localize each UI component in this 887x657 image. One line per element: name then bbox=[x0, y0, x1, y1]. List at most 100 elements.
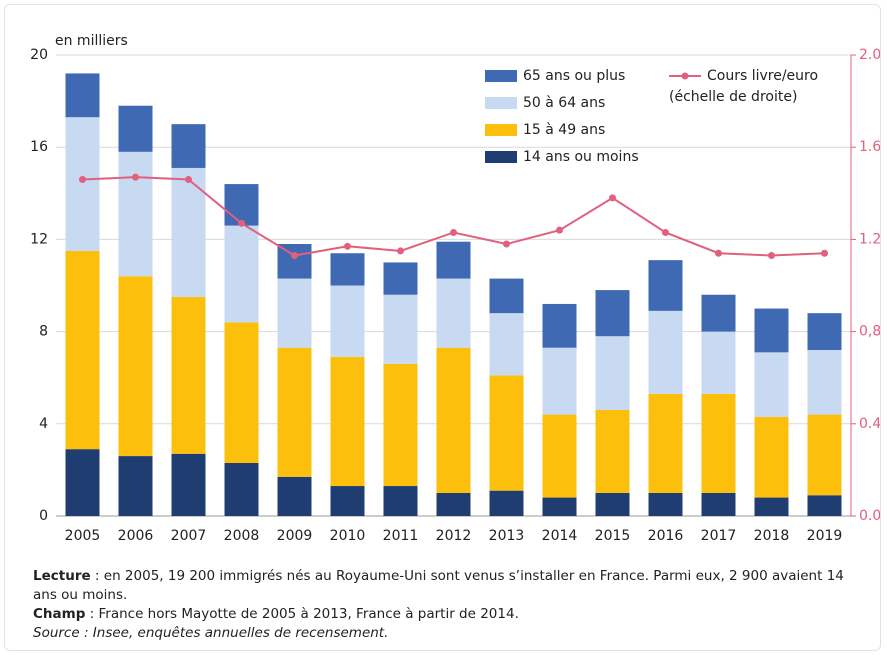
legend-label: 50 à 64 ans bbox=[523, 95, 605, 111]
bar-segment bbox=[701, 492, 736, 516]
bar-segment bbox=[595, 290, 630, 337]
y2-tick-label: 0.0 bbox=[859, 508, 881, 524]
note-text: : France hors Mayotte de 2005 à 2013, Fr… bbox=[85, 606, 519, 622]
x-tick-label: 2018 bbox=[754, 528, 790, 544]
bar-segment bbox=[330, 486, 365, 516]
line-point bbox=[291, 252, 298, 260]
bar-segment bbox=[648, 393, 683, 493]
x-tick-label: 2005 bbox=[65, 528, 101, 544]
bar-segment bbox=[542, 414, 577, 498]
line-point bbox=[238, 219, 245, 227]
legend-marker bbox=[681, 72, 689, 80]
line-point bbox=[768, 252, 775, 260]
y-tick-label: 8 bbox=[39, 324, 48, 340]
y-tick-label: 0 bbox=[39, 508, 48, 524]
bar-segment bbox=[383, 363, 418, 487]
notes: Lecture : en 2005, 19 200 immigrés nés a… bbox=[33, 567, 853, 643]
legend-swatch bbox=[485, 97, 517, 109]
y2-tick-label: 0.4 bbox=[859, 416, 881, 432]
bar-segment bbox=[595, 492, 630, 516]
bar-segment bbox=[171, 124, 206, 168]
bar-segment bbox=[224, 462, 259, 516]
bar-segment bbox=[542, 347, 577, 415]
note-label: Lecture bbox=[33, 568, 91, 584]
bar-segment bbox=[542, 497, 577, 516]
bar-segment bbox=[648, 310, 683, 394]
note-text: : en 2005, 19 200 immigrés nés au Royaum… bbox=[33, 568, 844, 603]
bar-segment bbox=[436, 241, 471, 279]
line-point bbox=[821, 249, 828, 257]
bar-segment bbox=[754, 308, 789, 353]
bar-segment bbox=[171, 453, 206, 516]
bar-segment bbox=[277, 476, 312, 516]
line-point bbox=[715, 249, 722, 257]
x-tick-label: 2010 bbox=[330, 528, 366, 544]
note: Lecture : en 2005, 19 200 immigrés nés a… bbox=[33, 567, 853, 605]
legend-swatch bbox=[485, 151, 517, 163]
note-label: Champ bbox=[33, 606, 86, 622]
line-point bbox=[397, 247, 404, 255]
bar-segment bbox=[118, 105, 153, 152]
chart: en milliers 0 4 8 12 16 20 0.0 0.4 0,8 1.2 1.6 2.0 2… bbox=[30, 33, 881, 544]
bar-segment bbox=[330, 356, 365, 487]
bar-segment bbox=[542, 303, 577, 348]
bar-segment bbox=[595, 336, 630, 410]
bar-segment bbox=[595, 409, 630, 493]
bar-segment bbox=[224, 225, 259, 323]
line-point bbox=[344, 242, 351, 250]
line-point bbox=[132, 173, 139, 181]
bar-segment bbox=[330, 253, 365, 286]
bar-segment bbox=[65, 250, 100, 450]
bar-segment bbox=[118, 151, 153, 277]
y-tick-label: 16 bbox=[30, 139, 48, 155]
line-point bbox=[609, 194, 616, 202]
bar-segment bbox=[65, 73, 100, 118]
bar-segment bbox=[65, 117, 100, 251]
bar-segment bbox=[118, 456, 153, 516]
x-tick-label: 2008 bbox=[224, 528, 260, 544]
x-tick-label: 2016 bbox=[648, 528, 684, 544]
bar-segment bbox=[701, 393, 736, 493]
bar-segment bbox=[224, 322, 259, 463]
card: en milliers 0 4 8 12 16 20 0.0 0.4 0,8 1.2 1.6 2.0 2… bbox=[4, 4, 881, 651]
bar-segment bbox=[383, 294, 418, 364]
legend-label: 15 à 49 ans bbox=[523, 122, 605, 138]
bar-segment bbox=[277, 278, 312, 348]
legend-label: Cours livre/euro bbox=[707, 68, 818, 84]
bar-segment bbox=[65, 449, 100, 516]
bar-segment bbox=[171, 297, 206, 454]
y-tick-label: 12 bbox=[30, 231, 48, 247]
x-tick-label: 2012 bbox=[436, 528, 472, 544]
x-tick-label: 2015 bbox=[595, 528, 631, 544]
source-text: Source : Insee, enquêtes annuelles de re… bbox=[33, 625, 389, 641]
source: Source : Insee, enquêtes annuelles de re… bbox=[33, 624, 853, 643]
x-tick-label: 2006 bbox=[118, 528, 154, 544]
line-point bbox=[503, 240, 510, 248]
bar-segment bbox=[807, 414, 842, 496]
x-tick-label: 2013 bbox=[489, 528, 525, 544]
x-tick-label: 2019 bbox=[807, 528, 843, 544]
bar-segment bbox=[807, 313, 842, 351]
y2-tick-label: 0,8 bbox=[859, 324, 881, 340]
y2-tick-label: 1.2 bbox=[859, 231, 881, 247]
y2-tick-label: 1.6 bbox=[859, 139, 881, 155]
bar-segment bbox=[701, 331, 736, 394]
line-point bbox=[79, 175, 86, 183]
bar-segment bbox=[224, 184, 259, 226]
legend-label: 14 ans ou moins bbox=[523, 149, 639, 165]
y-axis-label: en milliers bbox=[55, 33, 128, 49]
bar-segment bbox=[648, 260, 683, 311]
bar-segment bbox=[383, 262, 418, 295]
bar-segment bbox=[436, 347, 471, 493]
legend-swatch bbox=[485, 124, 517, 136]
bar-segment bbox=[754, 352, 789, 417]
bar-segment bbox=[383, 486, 418, 516]
line-point bbox=[556, 226, 563, 234]
bar-segment bbox=[489, 313, 524, 376]
bar-segment bbox=[807, 350, 842, 415]
bar-segment bbox=[436, 278, 471, 348]
note: Champ : France hors Mayotte de 2005 à 20… bbox=[33, 605, 853, 624]
line-point bbox=[450, 228, 457, 236]
y-tick-label: 4 bbox=[39, 416, 48, 432]
bar-segment bbox=[330, 285, 365, 357]
